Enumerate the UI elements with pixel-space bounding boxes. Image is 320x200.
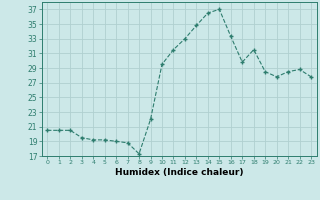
X-axis label: Humidex (Indice chaleur): Humidex (Indice chaleur) — [115, 168, 244, 177]
